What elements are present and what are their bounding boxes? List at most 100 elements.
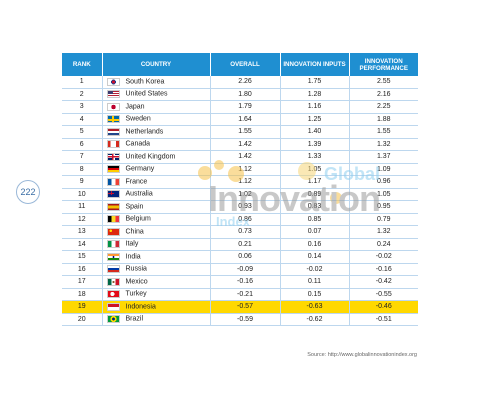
rank-cell: 15 (62, 250, 103, 264)
country-name: Japan (125, 103, 145, 111)
innovation-performance-cell: 1.37 (349, 150, 418, 164)
germany-flag-icon (106, 165, 120, 174)
rank-cell: 10 (62, 188, 103, 201)
rank-cell: 12 (62, 213, 103, 226)
table-row: 8 Germany 1.12 1.05 1.09 (62, 163, 418, 176)
table-row: 12 Belgium 0.86 0.85 0.79 (62, 213, 418, 226)
overall-cell: 0.73 (210, 225, 281, 239)
innovation-inputs-cell: 0.14 (280, 250, 350, 264)
rank-cell: 19 (62, 300, 103, 314)
turkey-flag-icon (106, 290, 120, 299)
rank-cell: 9 (62, 175, 103, 189)
table-row: 17 Mexico -0.16 0.11 -0.42 (62, 275, 418, 289)
country-cell: Germany (102, 163, 211, 176)
rank-cell: 4 (62, 113, 103, 126)
table-row: 1 South Korea 2.26 1.75 2.55 (62, 76, 418, 89)
table-row: 15 India 0.06 0.14 -0.02 (62, 250, 418, 264)
country-cell: Indonesia (102, 300, 211, 314)
innovation-performance-cell: -0.16 (349, 263, 418, 276)
country-cell: Russia (102, 263, 211, 276)
country-cell: United Kingdom (102, 150, 211, 164)
italy-flag-icon (106, 240, 120, 249)
belgium-flag-icon (106, 215, 120, 224)
table-row: 2 United States 1.80 1.28 2.16 (62, 88, 418, 101)
innovation-inputs-cell: 1.05 (280, 163, 350, 176)
table-row: 11 Spain 0.93 0.83 0.95 (62, 200, 418, 214)
rank-cell: 16 (62, 263, 103, 276)
country-name: South Korea (125, 78, 165, 86)
country-name: Netherlands (125, 128, 164, 136)
overall-cell: -0.09 (210, 263, 281, 276)
innovation-performance-cell: 1.32 (349, 138, 418, 151)
country-cell: United States (102, 88, 211, 101)
australia-flag-icon (106, 190, 120, 199)
header-rank: RANK (62, 53, 103, 76)
innovation-performance-cell: 1.88 (349, 113, 418, 126)
overall-cell: 1.12 (210, 175, 281, 189)
overall-cell: 1.79 (210, 100, 281, 114)
innovation-performance-cell: 0.96 (349, 175, 418, 189)
table-row: 19 Indonesia -0.57 -0.63 -0.46 (62, 300, 418, 314)
overall-cell: -0.57 (210, 300, 281, 314)
japan-flag-icon (106, 102, 120, 111)
innovation-inputs-cell: 1.25 (280, 113, 350, 126)
innovation-inputs-cell: -0.63 (280, 300, 350, 314)
country-name: Indonesia (125, 303, 156, 311)
header-innovation-inputs: INNOVATION INPUTS (280, 53, 350, 76)
innovation-inputs-cell: 1.39 (280, 138, 350, 151)
korea-flag-icon (106, 77, 120, 86)
innovation-inputs-cell: 1.33 (280, 150, 350, 164)
country-name: Sweden (125, 115, 151, 123)
overall-cell: 1.12 (210, 163, 281, 176)
country-cell: South Korea (102, 76, 211, 89)
country-name: France (125, 178, 148, 186)
overall-cell: 2.26 (210, 76, 281, 89)
overall-cell: 1.80 (210, 88, 281, 101)
country-name: Australia (125, 190, 153, 198)
innovation-performance-cell: 1.55 (349, 125, 418, 139)
spain-flag-icon (106, 202, 120, 211)
page-number: 222 (16, 180, 40, 204)
rank-cell: 6 (62, 138, 103, 151)
innovation-inputs-cell: 0.15 (280, 288, 350, 301)
header-overall: OVERALL (210, 53, 281, 76)
country-cell: Japan (102, 100, 211, 114)
table-row: 6 Canada 1.42 1.39 1.32 (62, 138, 418, 151)
overall-cell: 0.06 (210, 250, 281, 264)
usa-flag-icon (106, 90, 120, 99)
country-cell: Canada (102, 138, 211, 151)
netherlands-flag-icon (106, 127, 120, 136)
table-row: 13 China 0.73 0.07 1.32 (62, 225, 418, 239)
innovation-inputs-cell: 0.07 (280, 225, 350, 239)
innovation-inputs-cell: -0.62 (280, 313, 350, 326)
country-cell: China (102, 225, 211, 239)
table-row: 4 Sweden 1.64 1.25 1.88 (62, 113, 418, 126)
overall-cell: 1.02 (210, 188, 281, 201)
country-cell: Italy (102, 238, 211, 251)
table-row: 10 Australia 1.02 0.89 1.05 (62, 188, 418, 201)
china-flag-icon (106, 227, 120, 236)
india-flag-icon (106, 252, 120, 261)
sweden-flag-icon (106, 115, 120, 124)
innovation-performance-cell: -0.55 (349, 288, 418, 301)
overall-cell: 1.64 (210, 113, 281, 126)
innovation-inputs-cell: 1.40 (280, 125, 350, 139)
rank-cell: 2 (62, 88, 103, 101)
country-cell: India (102, 250, 211, 264)
country-name: Russia (125, 265, 147, 273)
innovation-performance-cell: 2.55 (349, 76, 418, 89)
innovation-performance-cell: 0.95 (349, 200, 418, 214)
innovation-inputs-cell: 0.85 (280, 213, 350, 226)
uk-flag-icon (106, 152, 120, 161)
rank-cell: 3 (62, 100, 103, 114)
innovation-inputs-cell: 0.16 (280, 238, 350, 251)
innovation-inputs-cell: 1.75 (280, 76, 350, 89)
rank-cell: 18 (62, 288, 103, 301)
country-cell: Australia (102, 188, 211, 201)
country-name: Italy (125, 240, 139, 248)
ranking-table-container: RANK COUNTRY OVERALL INNOVATION INPUTS I… (62, 53, 418, 326)
table-row: 3 Japan 1.79 1.16 2.25 (62, 100, 418, 114)
rank-cell: 7 (62, 150, 103, 164)
russia-flag-icon (106, 265, 120, 274)
header-innovation-performance: INNOVATION PERFORMANCE (349, 53, 418, 76)
